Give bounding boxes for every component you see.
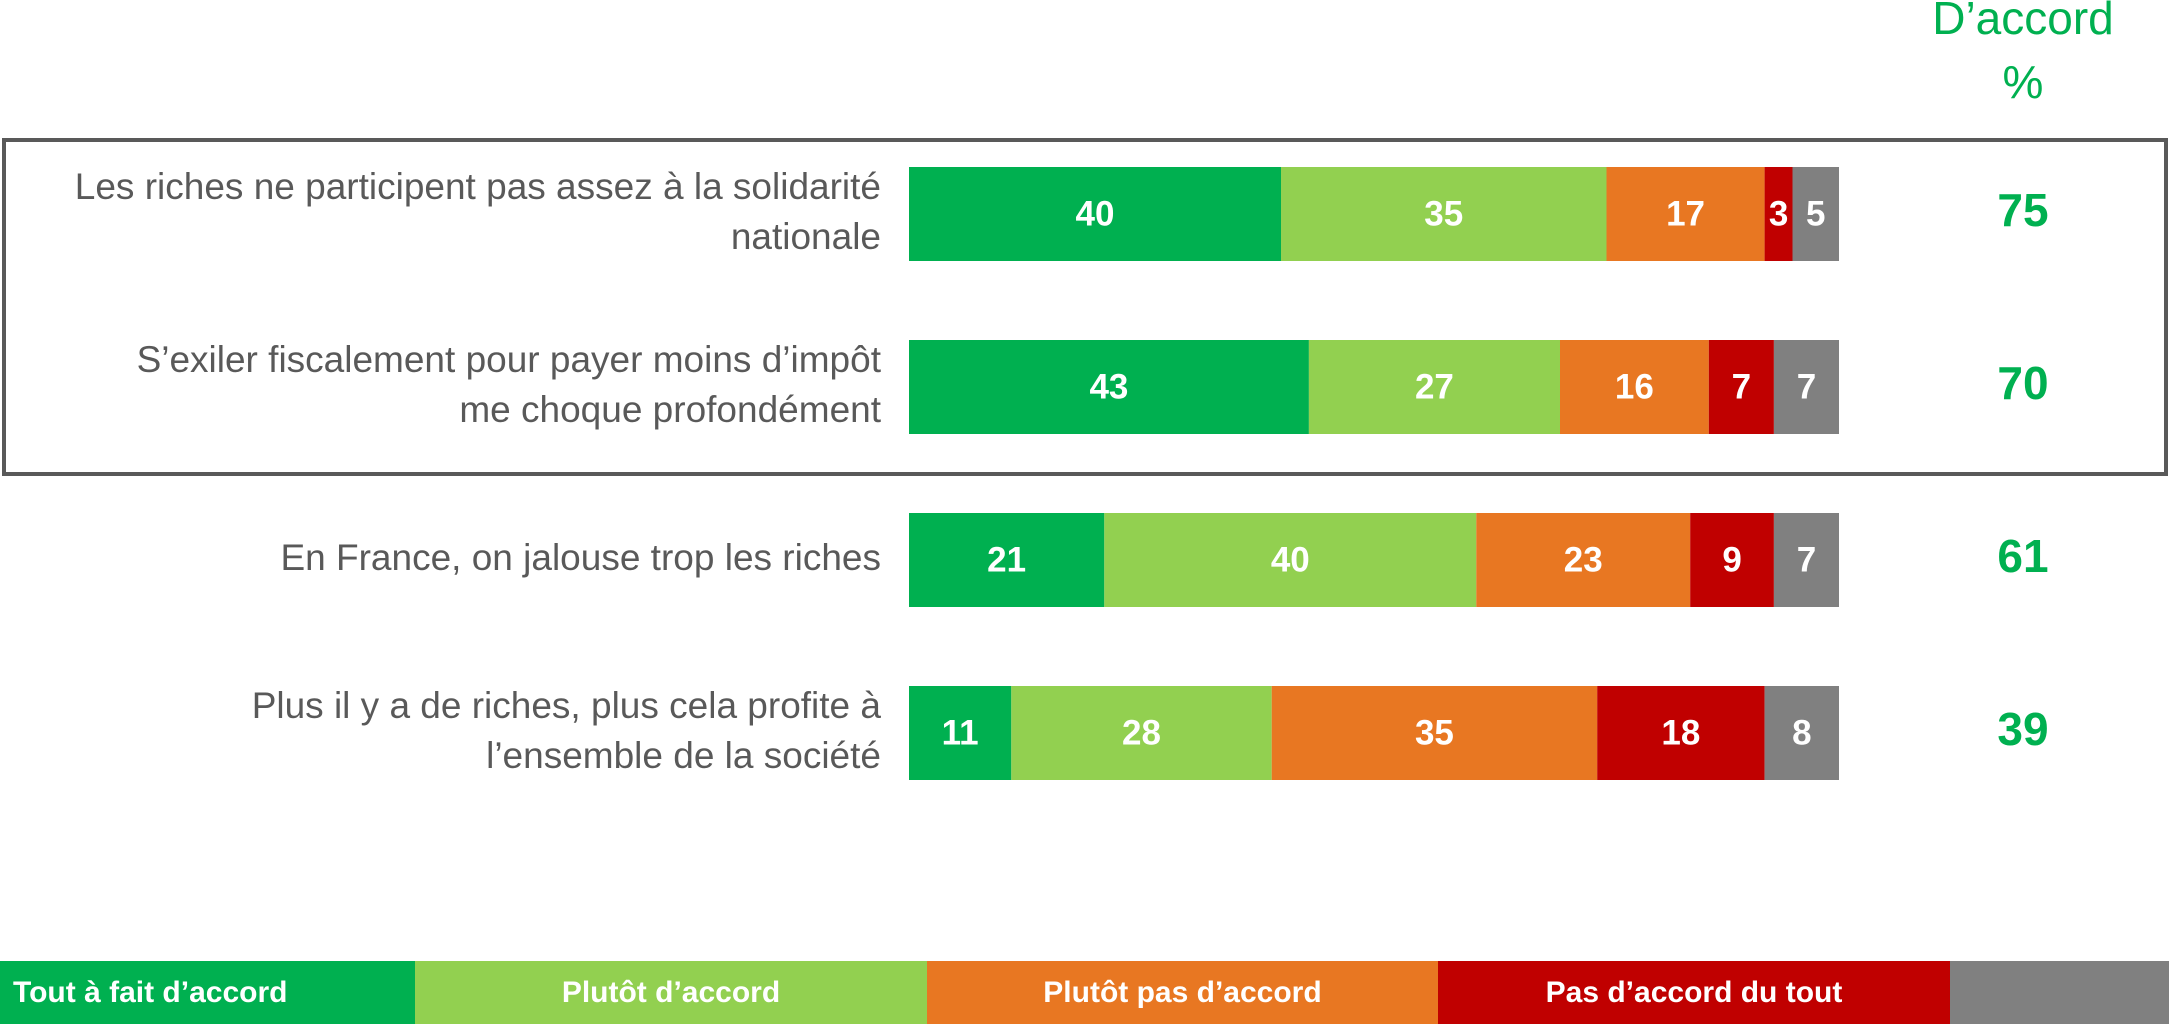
segment-label: 7 bbox=[1797, 367, 1816, 406]
category-label: nationale bbox=[731, 216, 881, 257]
segment-label: 35 bbox=[1415, 713, 1454, 752]
bar-segment bbox=[1764, 167, 1793, 261]
category-label: Les riches ne participent pas assez à la… bbox=[75, 166, 881, 207]
segment-label: 8 bbox=[1792, 713, 1811, 752]
segment-label: 21 bbox=[987, 540, 1026, 579]
segment-label: 27 bbox=[1415, 367, 1454, 406]
segment-label: 35 bbox=[1424, 194, 1463, 233]
total-value: 39 bbox=[1997, 703, 2048, 755]
category-label: Plus il y a de riches, plus cela profite… bbox=[252, 685, 882, 726]
total-value: 75 bbox=[1997, 184, 2048, 236]
bar-segment bbox=[1560, 340, 1709, 434]
bar-segment bbox=[1281, 167, 1607, 261]
total-value: 61 bbox=[1997, 530, 2048, 582]
legend-label: Plutôt pas d’accord bbox=[1043, 976, 1321, 1009]
bar-segment bbox=[1690, 513, 1774, 607]
totals-header: D’accord bbox=[1932, 0, 2114, 44]
bar-segment bbox=[1597, 686, 1765, 780]
bar-segment bbox=[1308, 340, 1560, 434]
totals-header: % bbox=[2003, 56, 2044, 108]
total-value: 70 bbox=[1997, 357, 2048, 409]
bar-segment bbox=[1792, 167, 1839, 261]
legend-label: Pas d’accord du tout bbox=[1546, 976, 1843, 1009]
legend-swatch bbox=[1438, 961, 1950, 1024]
bar-segment bbox=[1476, 513, 1691, 607]
bar-segment bbox=[1773, 340, 1839, 434]
bar-segment bbox=[909, 686, 1012, 780]
bar-segment bbox=[1104, 513, 1477, 607]
segment-label: 5 bbox=[1806, 194, 1825, 233]
legend-swatch bbox=[0, 961, 415, 1024]
segment-label: 40 bbox=[1076, 194, 1115, 233]
legend-swatch bbox=[927, 961, 1438, 1024]
segment-label: 11 bbox=[942, 713, 979, 752]
highlight-box bbox=[2, 138, 2168, 476]
segment-label: 3 bbox=[1769, 194, 1788, 233]
bar-segment bbox=[1708, 340, 1774, 434]
category-label: En France, on jalouse trop les riches bbox=[280, 537, 881, 578]
bar-segment bbox=[909, 167, 1281, 261]
legend-label: Plutôt d’accord bbox=[562, 976, 780, 1009]
bar-segment bbox=[1606, 167, 1765, 261]
category-label: l’ensemble de la société bbox=[486, 735, 881, 776]
segment-label: 28 bbox=[1122, 713, 1161, 752]
segment-label: 18 bbox=[1661, 713, 1700, 752]
legend-label: Tout à fait d’accord bbox=[13, 976, 287, 1009]
bar-segment bbox=[1773, 513, 1839, 607]
segment-label: 23 bbox=[1564, 540, 1603, 579]
bar-segment bbox=[909, 340, 1309, 434]
legend-swatch bbox=[1950, 961, 2169, 1024]
segment-label: 16 bbox=[1615, 367, 1654, 406]
legend-swatch bbox=[415, 961, 927, 1024]
category-label: S’exiler fiscalement pour payer moins d’… bbox=[137, 339, 882, 380]
segment-label: 9 bbox=[1722, 540, 1741, 579]
segment-label: 43 bbox=[1089, 367, 1128, 406]
category-label: me choque profondément bbox=[459, 389, 881, 430]
bar-segment bbox=[1011, 686, 1272, 780]
bar-segment bbox=[909, 513, 1105, 607]
segment-label: 7 bbox=[1797, 540, 1816, 579]
bar-segment bbox=[1764, 686, 1839, 780]
segment-label: 17 bbox=[1666, 194, 1705, 233]
segment-label: 40 bbox=[1271, 540, 1310, 579]
segment-label: 7 bbox=[1732, 367, 1751, 406]
bar-segment bbox=[1271, 686, 1598, 780]
